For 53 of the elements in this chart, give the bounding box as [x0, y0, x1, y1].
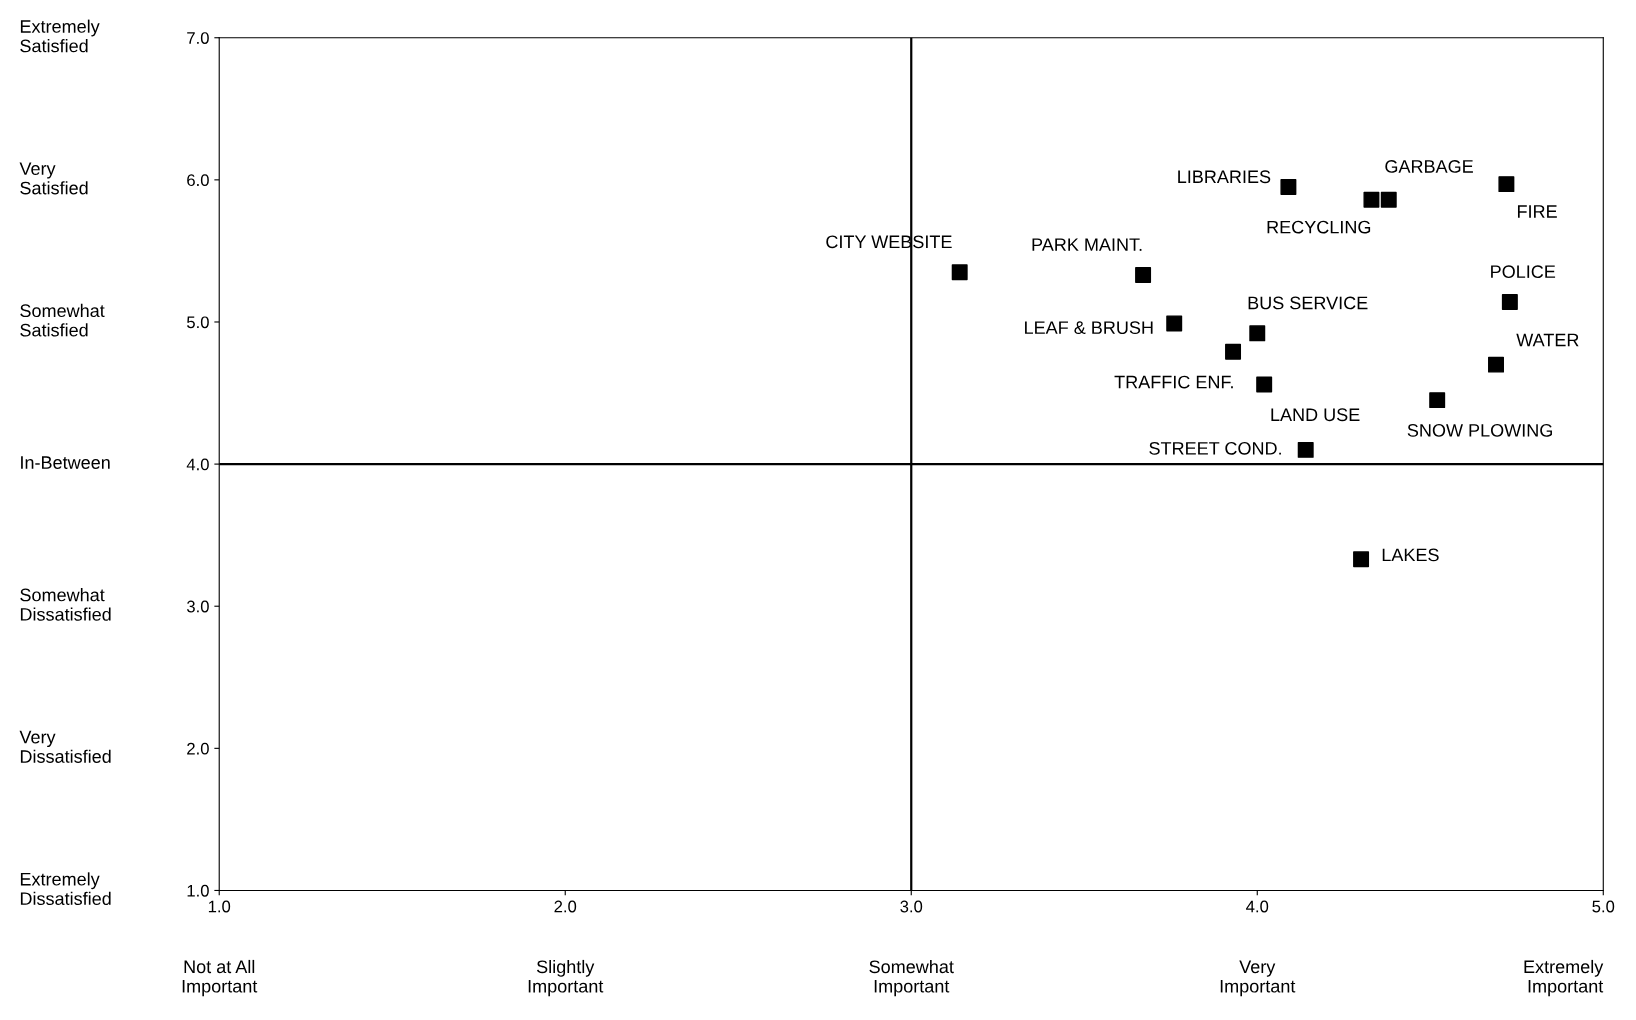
point: [1501, 294, 1518, 311]
series-label: LIBRARIES: [1178, 170, 1271, 184]
text: Slightly Important: [528, 959, 604, 997]
text: Somewhat Important: [869, 959, 954, 997]
series-label: GARBAGE: [1385, 160, 1473, 173]
text: Very Dissatisfied: [19, 730, 111, 763]
point: [1256, 376, 1273, 393]
series-label: PARK MAINT.: [1032, 238, 1142, 251]
y-tick-label: 5.0: [187, 316, 209, 329]
point: [1225, 343, 1242, 360]
point: [1249, 325, 1266, 342]
series-label: TRAFFIC ENF.: [1114, 375, 1233, 389]
point: [951, 264, 968, 281]
x-tick-label: 4.0: [1246, 900, 1269, 913]
point: [1297, 441, 1314, 458]
point: [1498, 176, 1515, 193]
series-label: WATER: [1516, 333, 1579, 347]
text: Extremely Dissatisfied: [20, 872, 111, 906]
point: [1280, 178, 1297, 195]
y-tick-label: 7.0: [187, 32, 209, 44]
text: Not at All Important: [182, 959, 258, 997]
point: [1429, 392, 1446, 409]
text: Very Important: [1220, 960, 1296, 997]
y-tick-label: 6.0: [187, 174, 209, 187]
series-label: LAKES: [1382, 548, 1439, 562]
series-label: POLICE: [1491, 265, 1556, 279]
series-label: RECYCLING: [1267, 220, 1371, 234]
x-tick-label: 1.0: [208, 900, 231, 913]
text: Very Satisfied: [19, 162, 88, 195]
text: In-Between: [21, 456, 110, 469]
series-label: BUS SERVICE: [1248, 296, 1368, 310]
series-label: SNOW PLOWING: [1407, 423, 1552, 437]
y-tick-label: 3.0: [186, 600, 209, 613]
text: Extremely Important: [1524, 959, 1604, 997]
series-label: STREET COND.: [1149, 441, 1281, 455]
point: [1380, 191, 1397, 208]
text: Somewhat Satisfied: [20, 303, 105, 337]
point: [1488, 356, 1504, 373]
series-label: FIRE: [1517, 205, 1557, 218]
text: Extremely Satisfied: [20, 19, 100, 53]
x-tick-label: 5.0: [1592, 900, 1615, 913]
text: Somewhat Dissatisfied: [20, 588, 111, 621]
point: [1353, 551, 1370, 568]
x-tick-label: 2.0: [554, 900, 577, 913]
y-tick-label: 4.0: [186, 458, 209, 471]
point: [1135, 267, 1152, 284]
point: [1363, 191, 1380, 208]
y-tick-label: 2.0: [187, 742, 209, 755]
series-label: LAND USE: [1271, 408, 1360, 422]
series-label: LEAF & BRUSH: [1025, 321, 1153, 335]
point: [1166, 315, 1183, 332]
x-tick-label: 3.0: [900, 900, 923, 913]
y-tick-label: 1.0: [187, 884, 209, 897]
